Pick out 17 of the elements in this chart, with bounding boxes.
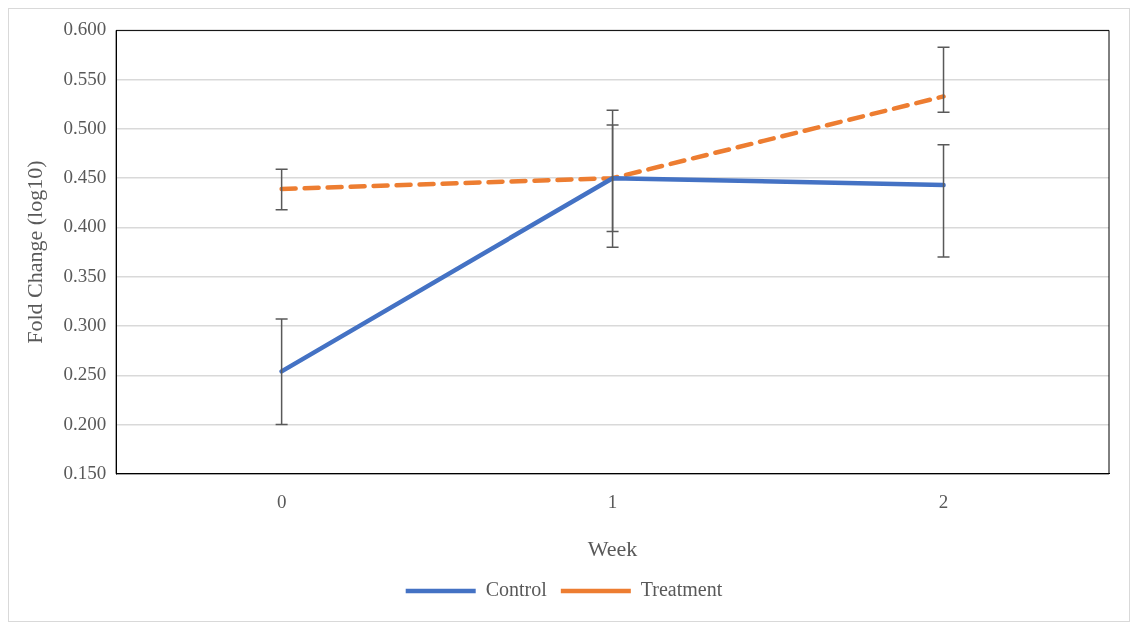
x-tick-label: 0: [276, 491, 287, 513]
y-tick-label: 0.400: [63, 215, 107, 237]
y-tick-label: 0.250: [63, 363, 107, 385]
legend-label: Treatment: [640, 578, 723, 601]
y-axis-title: Fold Change (log10): [21, 160, 47, 344]
y-tick-label: 0.300: [63, 313, 107, 335]
x-tick-label: 2: [938, 491, 949, 513]
y-tick-label: 0.350: [63, 264, 107, 286]
x-tick-label: 1: [607, 491, 618, 513]
y-tick-label: 0.200: [63, 412, 107, 434]
y-tick-label: 0.550: [63, 67, 107, 89]
y-tick-label: 0.500: [63, 116, 107, 138]
y-tick-label: 0.600: [63, 18, 107, 40]
legend-label: Control: [485, 578, 548, 601]
x-axis-title: Week: [587, 535, 638, 561]
y-tick-label: 0.150: [63, 461, 107, 483]
y-tick-label: 0.450: [63, 166, 107, 188]
